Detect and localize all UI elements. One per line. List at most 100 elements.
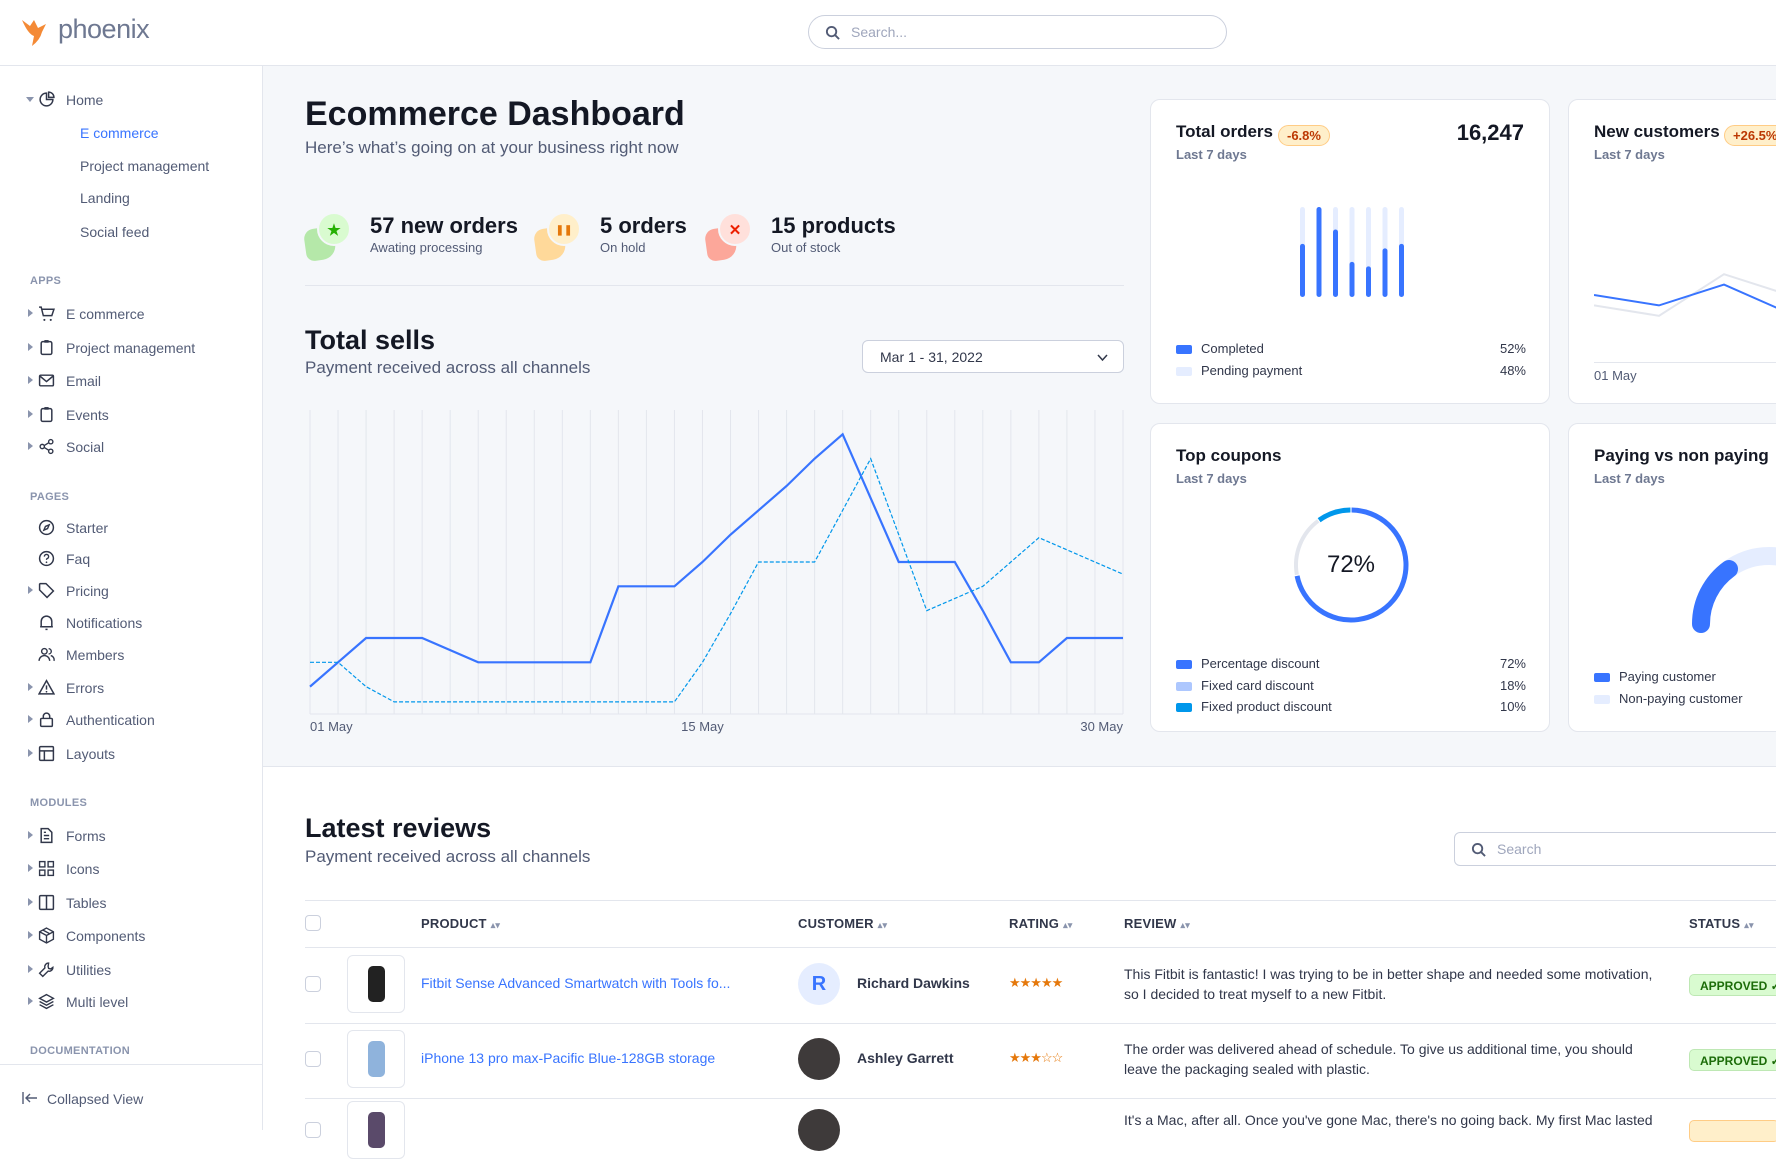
gauge-paying bbox=[1701, 569, 1729, 624]
sidebar-item-components[interactable]: Components bbox=[0, 922, 262, 950]
sidebar-item-notifications[interactable]: Notifications bbox=[0, 609, 262, 637]
sidebar-section-pages: PAGES bbox=[30, 491, 69, 503]
caret-right-icon[interactable] bbox=[28, 864, 33, 872]
sort-icon: ▴▾ bbox=[1063, 920, 1072, 930]
legend-label: Completed bbox=[1201, 341, 1264, 356]
column-header-status[interactable]: STATUS▴▾ bbox=[1689, 916, 1754, 931]
bar-completed bbox=[1300, 244, 1305, 297]
global-search-input[interactable]: Search... bbox=[808, 15, 1227, 49]
axis-line bbox=[1594, 362, 1776, 363]
caret-right-icon[interactable] bbox=[28, 749, 33, 757]
change-badge: -6.8% bbox=[1278, 125, 1330, 146]
column-header-review[interactable]: REVIEW▴▾ bbox=[1124, 916, 1190, 931]
tool-icon bbox=[38, 961, 55, 978]
stat-item[interactable]: ❚❚ bbox=[535, 212, 595, 262]
column-header-product[interactable]: PRODUCT▴▾ bbox=[421, 916, 500, 931]
collapse-sidebar-button[interactable]: Collapsed View bbox=[22, 1088, 222, 1110]
customer-name[interactable]: Richard Dawkins bbox=[857, 975, 970, 991]
customer-avatar[interactable]: R bbox=[798, 963, 840, 1005]
row-divider bbox=[305, 1098, 1776, 1099]
legend-swatch bbox=[1176, 660, 1192, 669]
sidebar-item-tables[interactable]: Tables bbox=[0, 889, 262, 917]
sidebar-subitem-landing[interactable]: Landing bbox=[0, 184, 262, 212]
sidebar-item-email[interactable]: Email bbox=[0, 367, 262, 395]
customer-avatar[interactable] bbox=[798, 1109, 840, 1151]
sort-icon: ▴▾ bbox=[1744, 920, 1753, 930]
rating-stars: ★★★☆☆ bbox=[1009, 1050, 1062, 1066]
product-thumbnail[interactable] bbox=[347, 955, 405, 1013]
product-link[interactable]: Fitbit Sense Advanced Smartwatch with To… bbox=[421, 975, 730, 991]
review-text: It's a Mac, after all. Once you've gone … bbox=[1124, 1110, 1654, 1130]
caret-right-icon[interactable] bbox=[28, 410, 33, 418]
legend-label: Non-paying customer bbox=[1619, 691, 1743, 706]
sidebar-item-authentication[interactable]: Authentication bbox=[0, 706, 262, 734]
sidebar-item-label: Social bbox=[66, 439, 104, 455]
review-text: This Fitbit is fantastic! I was trying t… bbox=[1124, 964, 1654, 1004]
caret-right-icon[interactable] bbox=[28, 683, 33, 691]
sidebar-item-faq[interactable]: Faq bbox=[0, 545, 262, 573]
x-icon: ✕ bbox=[718, 212, 752, 246]
sidebar-item-forms[interactable]: Forms bbox=[0, 822, 262, 850]
caret-right-icon[interactable] bbox=[28, 715, 33, 723]
caret-right-icon[interactable] bbox=[28, 931, 33, 939]
bar-completed bbox=[1383, 248, 1388, 297]
sidebar-item-starter[interactable]: Starter bbox=[0, 514, 262, 542]
customer-name[interactable]: Ashley Garrett bbox=[857, 1050, 953, 1066]
sidebar-item-label: Components bbox=[66, 928, 145, 944]
reviews-search-input[interactable]: Search bbox=[1454, 832, 1776, 866]
row-checkbox[interactable] bbox=[305, 1051, 321, 1067]
column-header-customer[interactable]: CUSTOMER▴▾ bbox=[798, 916, 887, 931]
sidebar-item-home[interactable]: Home bbox=[0, 86, 262, 114]
grid-icon bbox=[38, 860, 55, 877]
sidebar-subitem-project-management[interactable]: Project management bbox=[0, 152, 262, 180]
sidebar-item-label: Icons bbox=[66, 861, 99, 877]
sidebar-item-members[interactable]: Members bbox=[0, 641, 262, 669]
sidebar-subitem-e-commerce[interactable]: E commerce bbox=[0, 119, 262, 147]
brand-name[interactable]: phoenix bbox=[58, 14, 149, 45]
select-all-checkbox[interactable] bbox=[305, 915, 321, 931]
sidebar-item-multi-level[interactable]: Multi level bbox=[0, 988, 262, 1016]
caret-right-icon[interactable] bbox=[28, 898, 33, 906]
caret-right-icon[interactable] bbox=[28, 831, 33, 839]
bar-completed bbox=[1350, 262, 1355, 297]
customer-avatar[interactable] bbox=[798, 1038, 840, 1080]
row-checkbox[interactable] bbox=[305, 976, 321, 992]
caret-right-icon[interactable] bbox=[28, 376, 33, 384]
caret-right-icon[interactable] bbox=[28, 965, 33, 973]
phoenix-logo-icon[interactable] bbox=[20, 16, 50, 48]
date-range-select[interactable]: Mar 1 - 31, 2022 bbox=[862, 340, 1124, 373]
status-badge: APPROVED ✓ bbox=[1689, 974, 1776, 996]
sidebar-subitem-social-feed[interactable]: Social feed bbox=[0, 218, 262, 246]
layout-icon bbox=[38, 745, 55, 762]
review-text: The order was delivered ahead of schedul… bbox=[1124, 1039, 1654, 1079]
sidebar-item-pricing[interactable]: Pricing bbox=[0, 577, 262, 605]
sidebar-item-project-management[interactable]: Project management bbox=[0, 334, 262, 362]
caret-right-icon[interactable] bbox=[28, 343, 33, 351]
column-header-label: PRODUCT bbox=[421, 916, 487, 931]
caret-right-icon[interactable] bbox=[28, 997, 33, 1005]
top-navbar: phoenix Search... bbox=[0, 0, 1776, 66]
caret-right-icon[interactable] bbox=[28, 586, 33, 594]
sidebar-item-layouts[interactable]: Layouts bbox=[0, 740, 262, 768]
product-link[interactable]: iPhone 13 pro max-Pacific Blue-128GB sto… bbox=[421, 1050, 715, 1066]
product-thumbnail[interactable] bbox=[347, 1101, 405, 1159]
sidebar-item-e-commerce[interactable]: E commerce bbox=[0, 300, 262, 328]
stat-title: 5 orders bbox=[600, 213, 687, 239]
sidebar-item-icons[interactable]: Icons bbox=[0, 855, 262, 883]
column-header-rating[interactable]: RATING▴▾ bbox=[1009, 916, 1073, 931]
caret-right-icon[interactable] bbox=[28, 309, 33, 317]
sidebar-item-errors[interactable]: Errors bbox=[0, 674, 262, 702]
stat-item[interactable]: ★ bbox=[305, 212, 365, 262]
divider bbox=[305, 285, 1124, 286]
row-checkbox[interactable] bbox=[305, 1122, 321, 1138]
paying-gauge-chart bbox=[1569, 524, 1776, 644]
caret-down-icon[interactable] bbox=[26, 97, 34, 102]
caret-right-icon[interactable] bbox=[28, 442, 33, 450]
sidebar-item-social[interactable]: Social bbox=[0, 433, 262, 461]
sidebar-item-utilities[interactable]: Utilities bbox=[0, 956, 262, 984]
bar-completed bbox=[1333, 230, 1338, 298]
stat-item[interactable]: ✕ bbox=[706, 212, 766, 262]
product-thumbnail[interactable] bbox=[347, 1030, 405, 1088]
sidebar-item-events[interactable]: Events bbox=[0, 401, 262, 429]
legend-label: Percentage discount bbox=[1201, 656, 1320, 671]
